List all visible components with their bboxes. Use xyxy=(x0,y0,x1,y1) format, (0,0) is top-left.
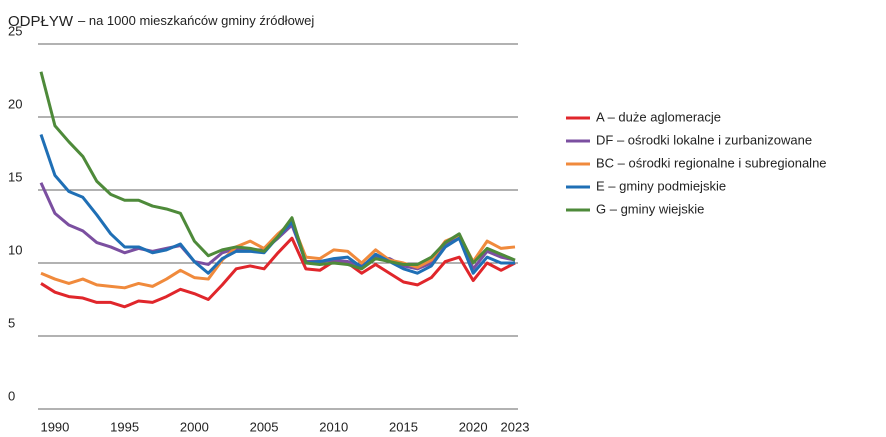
y-tick-label: 5 xyxy=(8,315,15,330)
y-tick-label: 25 xyxy=(8,23,22,38)
x-tick-label: 2015 xyxy=(389,419,418,434)
x-tick-label: 1995 xyxy=(110,419,139,434)
series-line xyxy=(40,236,516,309)
legend-label: E – gminy podmiejskie xyxy=(596,178,726,193)
y-tick-label: 0 xyxy=(8,388,15,403)
legend-label: A – duże aglomeracje xyxy=(596,109,721,124)
x-tick-label: 2005 xyxy=(250,419,279,434)
x-tick-label: 2020 xyxy=(459,419,488,434)
chart-heading: ODPŁYW – na 1000 mieszkańców gminy źródło… xyxy=(8,13,314,30)
legend-label: DF – ośrodki lokalne i zurbanizowane xyxy=(596,132,812,147)
chart-title: ODPŁYW xyxy=(8,13,74,30)
chart-subtitle: – na 1000 mieszkańców gminy źródłowej xyxy=(78,13,314,28)
x-tick-label: 2023 xyxy=(501,419,530,434)
y-tick-label: 20 xyxy=(8,96,22,111)
x-tick-label: 1990 xyxy=(40,419,69,434)
y-tick-label: 10 xyxy=(8,242,22,257)
y-tick-label: 15 xyxy=(8,169,22,184)
legend-label: BC – ośrodki regionalne i subregionalne xyxy=(596,155,827,170)
x-tick-label: 2000 xyxy=(180,419,209,434)
legend-label: G – gminy wiejskie xyxy=(596,201,704,216)
x-tick-label: 2010 xyxy=(319,419,348,434)
series-line xyxy=(39,71,516,271)
